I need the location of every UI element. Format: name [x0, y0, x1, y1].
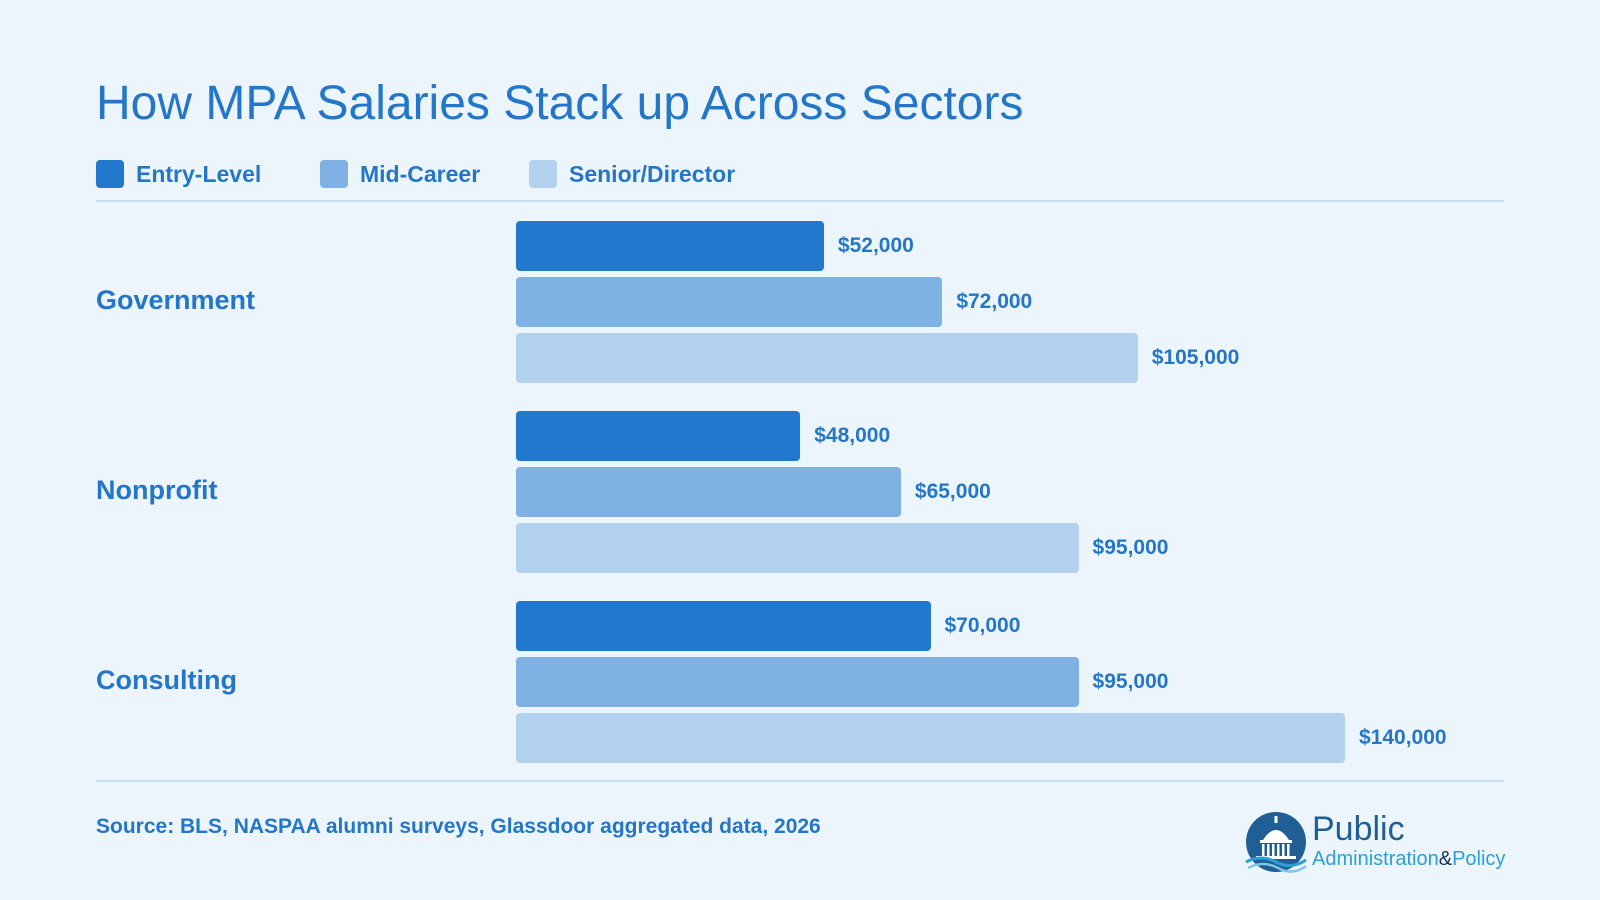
- legend-label-mid-career: Mid-Career: [360, 160, 481, 187]
- bar-consulting-senior-director: [516, 713, 1345, 763]
- bar-nonprofit-senior-director: [516, 523, 1079, 573]
- publisher-logo: Public Administration&Policy: [1244, 808, 1505, 880]
- chart-title: How MPA Salaries Stack up Across Sectors: [96, 77, 1024, 130]
- bar-government-senior-director: [516, 333, 1138, 383]
- value-label-nonprofit-senior-director: $95,000: [1092, 536, 1169, 559]
- value-label-consulting-entry-level: $70,000: [944, 614, 1021, 637]
- legend-label-senior-director: Senior/Director: [569, 160, 736, 187]
- value-label-consulting-senior-director: $140,000: [1359, 726, 1447, 749]
- capitol-dome-icon: [1245, 812, 1307, 873]
- sector-label-government: Government: [96, 285, 256, 315]
- sector-label-nonprofit: Nonprofit: [96, 475, 218, 505]
- value-label-government-entry-level: $52,000: [837, 234, 914, 257]
- legend-swatch-entry-level: [96, 160, 124, 188]
- bar-consulting-mid-career: [516, 657, 1079, 707]
- legend-label-entry-level: Entry-Level: [136, 160, 262, 187]
- bar-consulting-entry-level: [516, 601, 931, 651]
- bar-government-mid-career: [516, 277, 943, 327]
- legend-item-entry-level: Entry-Level: [96, 160, 261, 188]
- bottom-divider: [96, 780, 1504, 782]
- value-label-government-mid-career: $72,000: [956, 290, 1033, 313]
- bar-nonprofit-mid-career: [516, 467, 901, 517]
- logo-ampersand: &: [1438, 848, 1453, 870]
- bar-government-entry-level: [516, 221, 824, 271]
- value-label-government-senior-director: $105,000: [1151, 346, 1240, 369]
- value-label-consulting-mid-career: $95,000: [1092, 670, 1169, 693]
- legend-swatch-senior-director: [529, 160, 557, 188]
- bar-nonprofit-entry-level: [516, 411, 801, 461]
- value-label-nonprofit-entry-level: $48,000: [814, 424, 891, 447]
- top-divider: [96, 200, 1504, 202]
- value-label-nonprofit-mid-career: $65,000: [914, 480, 991, 503]
- source-note: Source: BLS, NASPAA alumni surveys, Glas…: [96, 815, 821, 838]
- sector-label-consulting: Consulting: [96, 665, 237, 695]
- legend-item-senior-director: Senior/Director: [529, 160, 735, 188]
- legend-swatch-mid-career: [320, 160, 348, 188]
- logo-word-administration: Administration: [1312, 848, 1439, 870]
- logo-word-policy: Policy: [1452, 848, 1506, 870]
- legend-item-mid-career: Mid-Career: [320, 160, 480, 188]
- logo-word-public: Public: [1312, 810, 1405, 848]
- logo-subline: Administration&Policy: [1312, 848, 1505, 871]
